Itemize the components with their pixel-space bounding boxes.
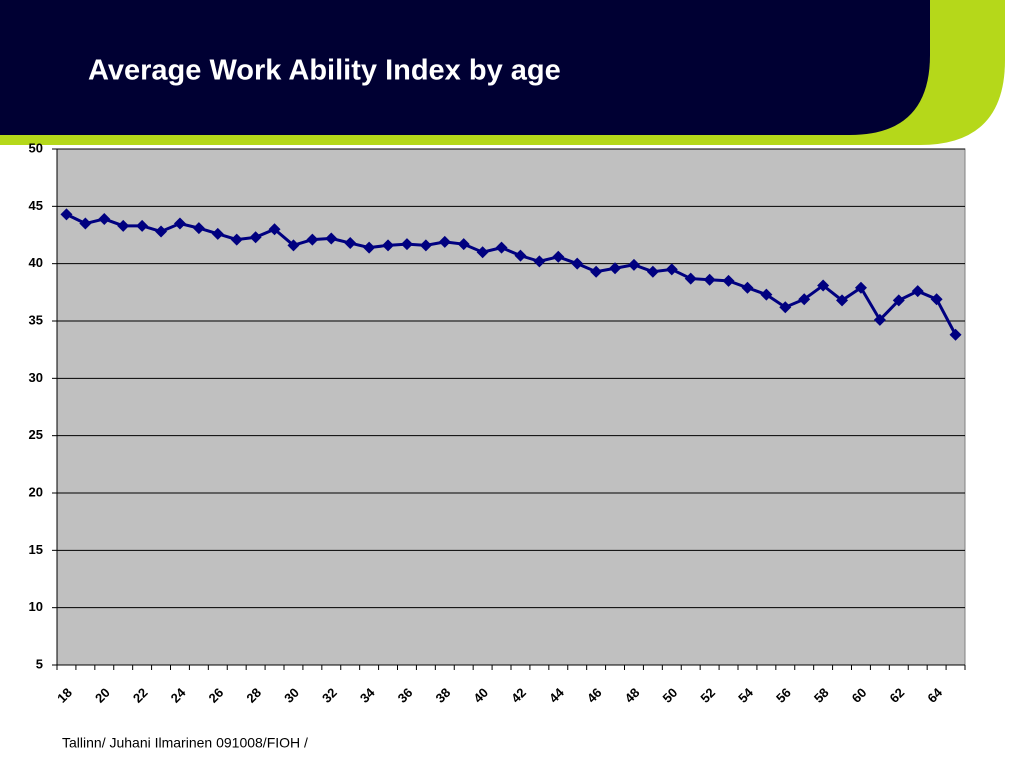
x-tick-label: 24 xyxy=(168,684,189,705)
x-tick-label: 34 xyxy=(357,684,378,705)
marker xyxy=(136,219,149,232)
x-tick-label: 38 xyxy=(433,685,454,706)
y-tick-label: 10 xyxy=(29,599,43,614)
marker xyxy=(287,239,300,252)
marker xyxy=(325,232,338,245)
marker xyxy=(703,273,716,286)
marker xyxy=(400,238,413,251)
marker xyxy=(79,217,92,230)
x-tick-label: 60 xyxy=(849,685,870,706)
marker xyxy=(382,239,395,252)
y-tick-label: 20 xyxy=(29,484,43,499)
marker xyxy=(192,222,205,235)
y-tick-label: 5 xyxy=(36,656,43,671)
x-tick-label: 58 xyxy=(811,685,832,706)
x-tick-label: 32 xyxy=(319,685,340,706)
marker xyxy=(476,246,489,259)
marker xyxy=(438,235,451,248)
marker xyxy=(117,219,130,232)
marker xyxy=(779,301,792,314)
marker xyxy=(363,241,376,254)
x-tick-label: 62 xyxy=(887,685,908,706)
marker xyxy=(60,208,73,221)
plot-area xyxy=(56,148,966,666)
y-tick-label: 15 xyxy=(29,542,43,557)
y-tick-label: 40 xyxy=(29,255,43,270)
marker xyxy=(646,265,659,278)
marker xyxy=(249,231,262,244)
marker xyxy=(155,225,168,238)
marker xyxy=(760,288,773,301)
marker xyxy=(344,237,357,250)
x-tick-label: 44 xyxy=(546,684,567,705)
marker xyxy=(211,227,224,240)
marker xyxy=(684,272,697,285)
chart: 5 10 15 20 25 30 35 40 45 50 18 20 22 24 26 28 30 32 34 36 3… xyxy=(29,140,966,706)
marker xyxy=(911,285,924,298)
footer: Tallinn/ Juhani Ilmarinen 091008/FIOH / xyxy=(62,735,308,751)
y-tick-label: 45 xyxy=(29,198,43,213)
marker xyxy=(836,294,849,307)
x-tick-label: 56 xyxy=(773,685,794,706)
slide-title: Average Work Ability Index by age xyxy=(88,55,561,87)
marker xyxy=(419,239,432,252)
x-tick-label: 50 xyxy=(660,685,681,706)
marker xyxy=(892,294,905,307)
x-tick-label: 22 xyxy=(130,685,151,706)
x-tick-label: 40 xyxy=(470,685,491,706)
marker xyxy=(306,233,319,246)
banner xyxy=(0,0,930,135)
marker xyxy=(268,223,281,236)
marker xyxy=(514,249,527,262)
x-tick-label: 48 xyxy=(622,685,643,706)
x-tick-label: 28 xyxy=(243,685,264,706)
marker xyxy=(817,279,830,292)
marker xyxy=(949,328,962,341)
x-tick-label: 42 xyxy=(508,685,529,706)
y-tick-label: 25 xyxy=(29,427,43,442)
x-tick-label: 30 xyxy=(281,685,302,706)
marker xyxy=(930,293,943,306)
marker xyxy=(552,250,565,263)
marker xyxy=(98,212,111,225)
marker xyxy=(533,255,546,268)
marker xyxy=(495,241,508,254)
x-tick-label: 26 xyxy=(206,685,227,706)
marker xyxy=(627,258,640,271)
x-tick-label: 52 xyxy=(697,685,718,706)
y-tick-label: 30 xyxy=(29,370,43,385)
x-tick-label: 20 xyxy=(92,685,113,706)
y-tick-label: 35 xyxy=(29,312,43,327)
marker xyxy=(609,262,622,275)
x-tick-label: 18 xyxy=(54,685,75,706)
x-tick-label: 54 xyxy=(735,684,756,705)
marker xyxy=(722,274,735,287)
marker xyxy=(798,293,811,306)
marker xyxy=(230,233,243,246)
y-tick-label: 50 xyxy=(29,140,43,155)
marker xyxy=(571,257,584,270)
marker xyxy=(457,238,470,251)
x-tick-label: 36 xyxy=(395,685,416,706)
marker xyxy=(173,217,186,230)
marker xyxy=(665,263,678,276)
marker xyxy=(873,313,886,326)
x-tick-label: 64 xyxy=(924,684,945,705)
x-tick-label: 46 xyxy=(584,685,605,706)
marker xyxy=(854,281,867,294)
marker xyxy=(741,281,754,294)
marker xyxy=(590,265,603,278)
